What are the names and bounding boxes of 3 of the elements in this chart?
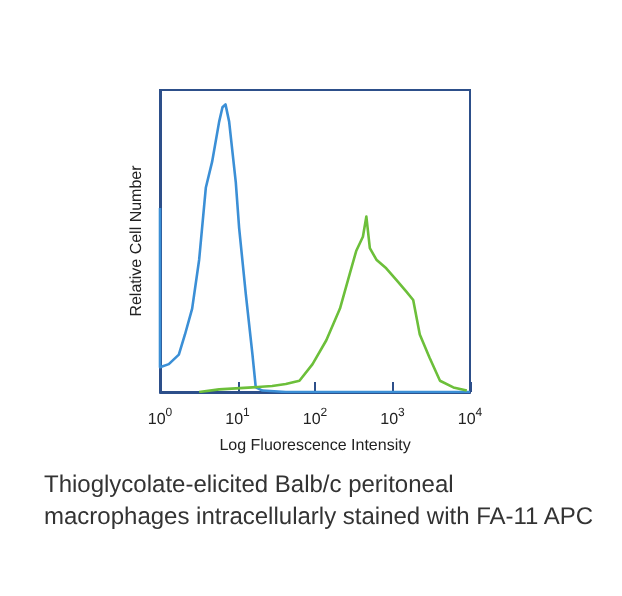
text: Thioglycolate-elicited Balb/c peritoneal macrophages intracellularly stained with FA-11 APC [44, 468, 596, 532]
y-axis-title: Relative Cell Number [127, 164, 145, 317]
x-axis-title: Log Fluorescence Intensity [219, 435, 411, 454]
